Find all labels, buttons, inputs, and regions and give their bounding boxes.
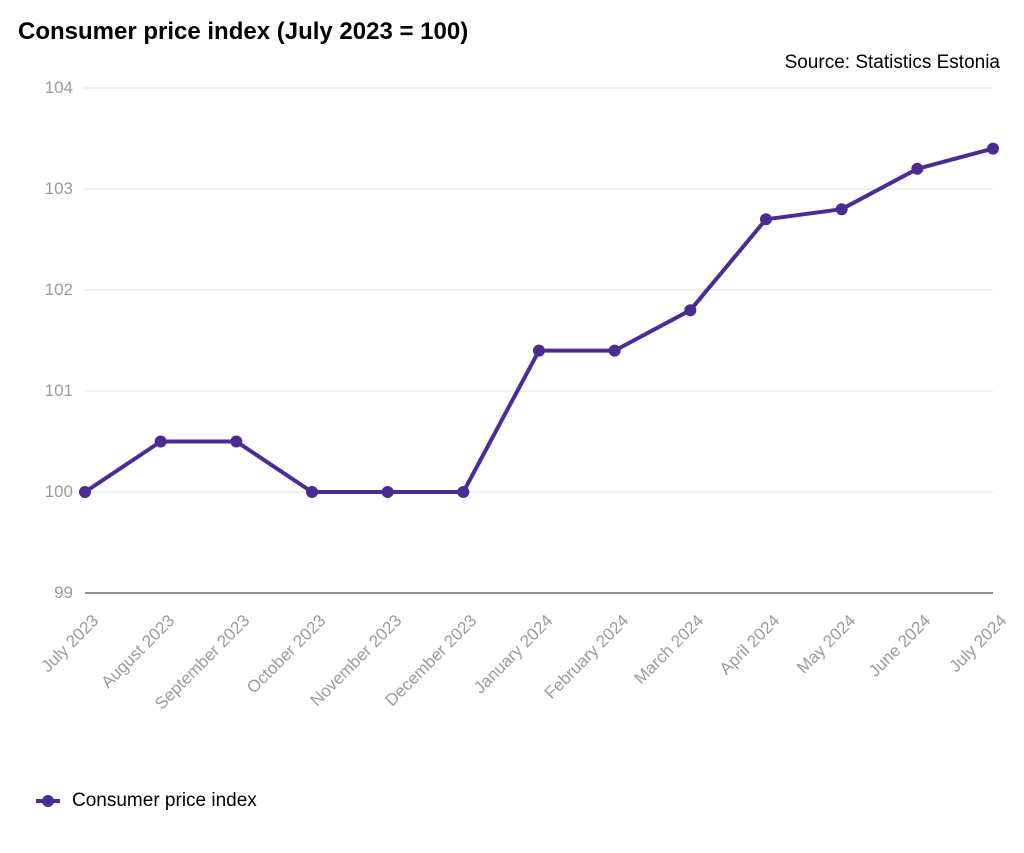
legend-series-label: Consumer price index: [72, 790, 257, 812]
cpi-chart: Consumer price index (July 2023 = 100) S…: [0, 0, 1024, 853]
ytick-label: 100: [45, 482, 73, 502]
ytick-label: 99: [54, 583, 73, 603]
ytick-label: 103: [45, 179, 73, 199]
ytick-label: 101: [45, 381, 73, 401]
chart-legend: Consumer price index: [36, 790, 257, 812]
chart-plot-svg: [0, 0, 1024, 853]
ytick-label: 104: [45, 78, 73, 98]
legend-swatch: [36, 794, 64, 808]
legend-swatch-svg: [36, 794, 64, 808]
ytick-label: 102: [45, 280, 73, 300]
